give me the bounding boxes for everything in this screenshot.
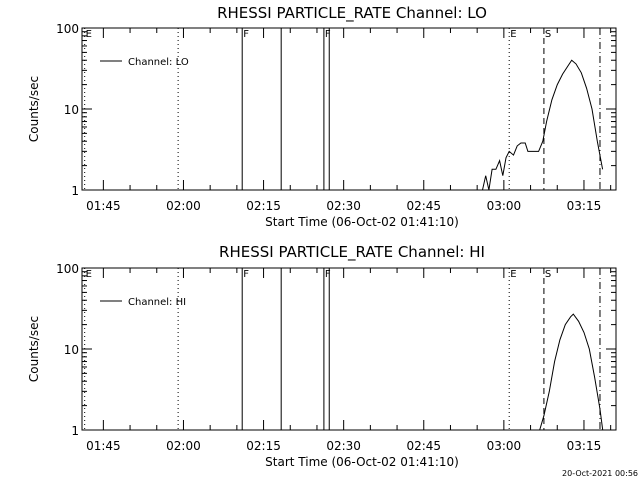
event-marker-label: S <box>545 29 551 40</box>
event-marker-label: F <box>325 269 331 280</box>
panel-2: RHESSI PARTICLE_RATE Channel: HI 01:45 02:… <box>27 243 617 469</box>
x-tick-label: 01:45 <box>86 439 121 453</box>
legend-label: Channel: HI <box>128 297 186 308</box>
x-tick-label: 02:45 <box>406 439 441 453</box>
y-tick-label: 10 <box>64 343 79 357</box>
x-tick-label: 02:15 <box>246 199 281 213</box>
legend-label: Channel: LO <box>128 57 189 68</box>
y-axis-label: Counts/sec <box>27 76 41 142</box>
panel-1: RHESSI PARTICLE_RATE Channel: LO 01:45 02:… <box>27 4 617 229</box>
chart-title: RHESSI PARTICLE_RATE Channel: LO <box>217 4 487 23</box>
event-marker-label: E <box>510 269 516 280</box>
x-tick-label: 02:15 <box>246 439 281 453</box>
x-tick-label: 02:45 <box>406 199 441 213</box>
x-tick-label: 03:00 <box>487 439 522 453</box>
event-marker-label: E <box>86 29 92 40</box>
x-tick-label: 02:30 <box>326 199 361 213</box>
event-marker-label: E <box>510 29 516 40</box>
event-marker-label: S <box>545 269 551 280</box>
x-axis-label: Start Time (06-Oct-02 01:41:10) <box>265 455 459 469</box>
event-marker-label: F <box>243 269 249 280</box>
y-tick-label: 10 <box>64 103 79 117</box>
plot-frame <box>81 27 617 191</box>
plot-timestamp: 20-Oct-2021 00:56 <box>562 469 638 478</box>
event-marker-label: F <box>325 29 331 40</box>
chart-title: RHESSI PARTICLE_RATE Channel: HI <box>219 243 485 262</box>
plot-frame <box>81 267 617 431</box>
x-tick-label: 02:30 <box>326 439 361 453</box>
x-tick-label: 01:45 <box>86 199 121 213</box>
event-marker-label: F <box>243 29 249 40</box>
y-tick-label: 100 <box>56 262 79 276</box>
event-marker-label: E <box>86 269 92 280</box>
y-tick-label: 100 <box>56 22 79 36</box>
y-tick-label: 1 <box>71 424 79 438</box>
y-tick-label: 1 <box>71 184 79 198</box>
x-tick-label: 03:15 <box>567 439 602 453</box>
series-line <box>482 59 604 190</box>
x-tick-label: 02:00 <box>166 439 201 453</box>
x-tick-label: 03:15 <box>567 199 602 213</box>
y-axis-label: Counts/sec <box>27 316 41 382</box>
x-tick-label: 03:00 <box>487 199 522 213</box>
x-axis-label: Start Time (06-Oct-02 01:41:10) <box>265 215 459 229</box>
x-tick-label: 02:00 <box>166 199 201 213</box>
series-line <box>539 313 604 430</box>
